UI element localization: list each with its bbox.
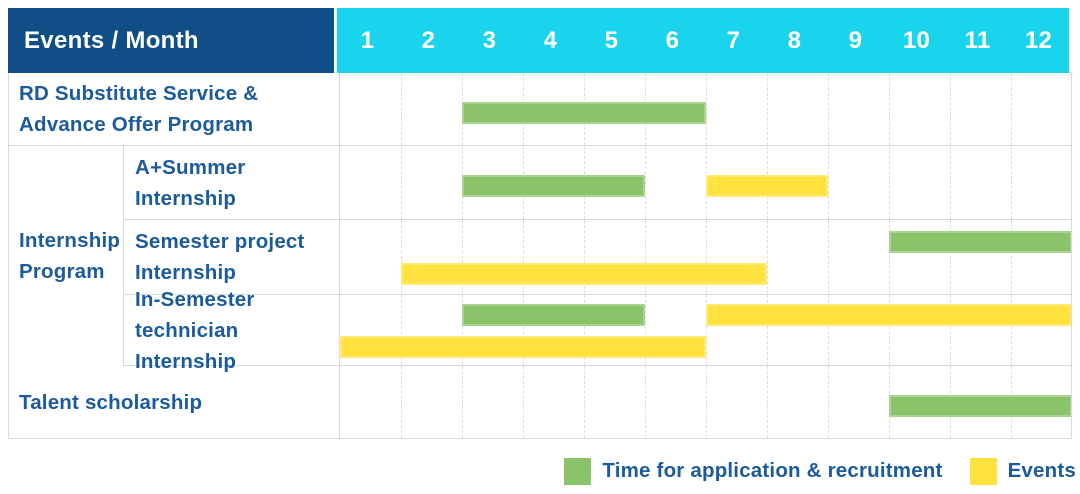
month-gridline — [888, 146, 890, 219]
row-label: Semester project Internship — [125, 220, 340, 294]
row-timeline — [340, 220, 1071, 294]
gantt-row-4: In-Semester technician Internship — [9, 288, 1071, 373]
month-gridline — [705, 366, 707, 438]
bar-events — [705, 175, 828, 197]
month-gridline — [400, 366, 402, 438]
month-gridline — [888, 73, 890, 145]
month-gridline — [400, 73, 402, 145]
gantt-table: Events / Month 1 2 3 4 5 6 7 8 9 10 11 12 RD Substi… — [8, 8, 1072, 439]
row-timeline — [340, 366, 1071, 438]
month-gridline — [827, 73, 829, 145]
month-header-5: 5 — [604, 26, 619, 54]
gantt-row-1: RD Substitute Service & Advance Offer Pr… — [9, 73, 1071, 146]
bar-recruitment — [461, 101, 706, 124]
month-gridline — [400, 146, 402, 219]
row-label: Talent scholarship — [9, 366, 340, 438]
row-timeline — [339, 295, 1071, 365]
month-header-10: 10 — [902, 26, 931, 54]
month-gridline — [766, 366, 768, 438]
month-gridline — [949, 220, 951, 294]
row-group-label-internship-program: Internship Program — [9, 146, 124, 366]
month-gridline — [705, 295, 707, 365]
month-gridline — [827, 146, 829, 219]
month-gridline — [644, 146, 646, 219]
month-gridline — [766, 295, 768, 365]
month-header-row: 1 2 3 4 5 6 7 8 9 10 11 12 — [337, 8, 1069, 73]
bar-recruitment — [888, 230, 1071, 253]
month-gridline — [766, 73, 768, 145]
bar-recruitment — [461, 303, 645, 326]
legend-item-recruitment: Time for application & recruitment — [564, 457, 943, 485]
month-gridline — [1010, 73, 1012, 145]
month-gridline — [766, 220, 768, 294]
month-gridline — [827, 220, 829, 294]
month-gridline — [705, 73, 707, 145]
month-gridline — [522, 366, 524, 438]
legend-swatch-events — [969, 457, 997, 485]
row-label: A+Summer Internship — [125, 146, 340, 219]
row-label: In-Semester technician Internship — [125, 288, 340, 373]
month-gridline — [1010, 295, 1012, 365]
bar-recruitment — [461, 175, 645, 197]
legend-label: Events — [1007, 459, 1076, 482]
month-gridline — [644, 295, 646, 365]
month-gridline — [949, 146, 951, 219]
month-gridline — [522, 295, 524, 365]
month-gridline — [461, 366, 463, 438]
month-gridline — [522, 220, 524, 294]
month-gridline — [827, 366, 829, 438]
header-events-month-cell: Events / Month — [8, 8, 337, 73]
month-gridline — [461, 295, 463, 365]
month-gridline — [644, 366, 646, 438]
month-gridline — [827, 295, 829, 365]
bar-events — [400, 262, 767, 285]
month-header-4: 4 — [543, 26, 558, 54]
legend-item-events: Events — [969, 457, 1076, 485]
month-gridline — [949, 73, 951, 145]
month-header-3: 3 — [482, 26, 497, 54]
month-gridline — [461, 220, 463, 294]
row-label: RD Substitute Service & Advance Offer Pr… — [9, 73, 340, 145]
month-header-8: 8 — [787, 26, 802, 54]
month-gridline — [949, 295, 951, 365]
month-header-12: 12 — [1024, 26, 1053, 54]
month-header-9: 9 — [848, 26, 863, 54]
month-gridline — [705, 220, 707, 294]
gantt-row-3: Semester project Internship — [9, 220, 1071, 295]
gantt-body: RD Substitute Service & Advance Offer Pr… — [8, 73, 1072, 439]
header-row: Events / Month 1 2 3 4 5 6 7 8 9 10 11 12 — [8, 8, 1072, 73]
month-gridline — [583, 220, 585, 294]
row-timeline — [340, 73, 1071, 145]
month-header-11: 11 — [964, 26, 991, 54]
month-header-7: 7 — [726, 26, 741, 54]
bar-events — [705, 303, 1071, 326]
month-gridline — [400, 295, 402, 365]
month-gridline — [888, 295, 890, 365]
month-gridline — [1010, 220, 1012, 294]
month-gridline — [583, 295, 585, 365]
row-timeline — [340, 146, 1071, 219]
month-gridline — [583, 366, 585, 438]
legend-label: Time for application & recruitment — [602, 459, 943, 482]
bar-recruitment — [888, 394, 1071, 417]
month-gridline — [1010, 146, 1012, 219]
month-gridline — [644, 220, 646, 294]
month-header-1: 1 — [360, 26, 375, 54]
legend: Time for application & recruitment Events — [0, 452, 1076, 490]
gantt-row-5: Talent scholarship — [9, 366, 1071, 439]
month-header-2: 2 — [421, 26, 436, 54]
month-header-6: 6 — [665, 26, 680, 54]
gantt-row-2: A+Summer Internship — [9, 146, 1071, 220]
month-gridline — [888, 220, 890, 294]
legend-swatch-recruitment — [564, 457, 592, 485]
month-gridline — [400, 220, 402, 294]
bar-events — [339, 335, 706, 358]
